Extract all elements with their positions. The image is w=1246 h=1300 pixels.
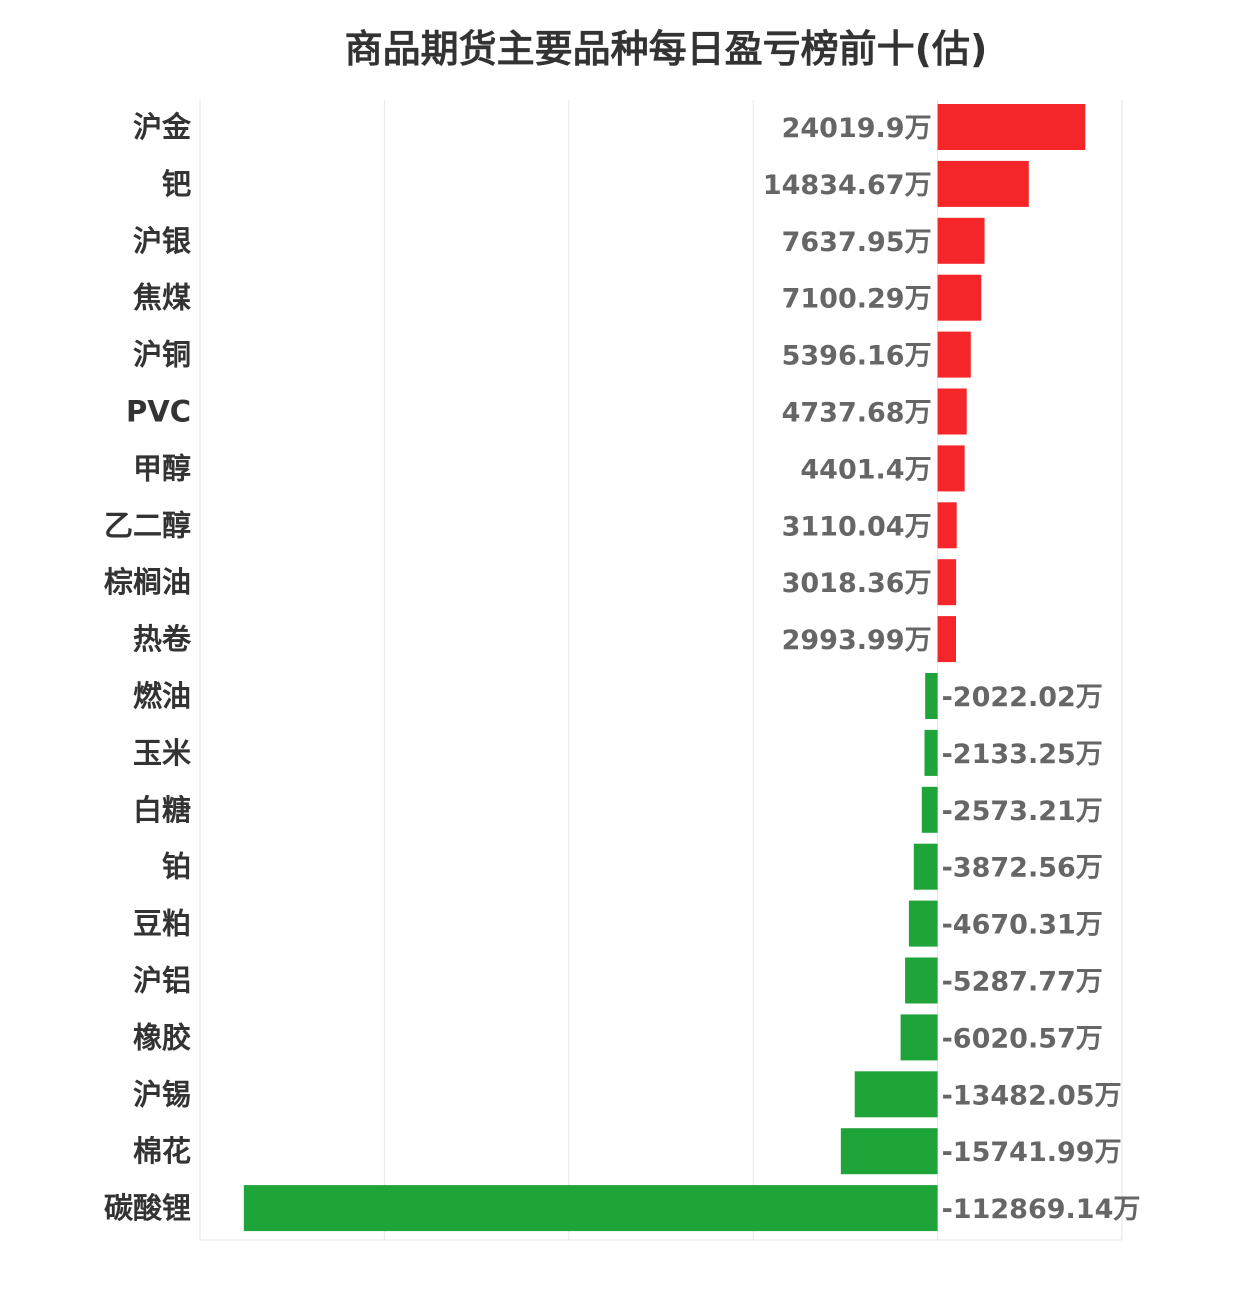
value-label-13: -3872.56万 [942,853,1103,884]
bar-7 [937,502,957,549]
category-label-12: 白糖 [133,793,191,827]
bar-8 [937,559,957,606]
value-label-7: 3110.04万 [782,511,932,542]
value-label-16: -6020.57万 [942,1023,1103,1054]
bar-11 [924,729,938,776]
value-label-12: -2573.21万 [942,796,1103,827]
bar-3 [937,274,982,321]
value-label-10: -2022.02万 [942,682,1103,713]
category-label-13: 铂 [162,850,191,884]
category-label-10: 燃油 [133,679,191,713]
value-label-9: 2993.99万 [782,625,932,656]
value-label-0: 24019.9万 [782,113,932,144]
value-label-11: -2133.25万 [942,739,1103,770]
category-label-9: 热卷 [133,622,192,656]
bar-16 [900,1014,938,1061]
value-label-8: 3018.36万 [782,568,932,599]
bar-6 [937,445,965,492]
category-label-19: 碳酸锂 [104,1191,191,1225]
category-label-14: 豆粕 [133,907,191,941]
category-label-16: 橡胶 [133,1020,191,1054]
value-label-2: 7637.95万 [782,227,932,258]
category-label-15: 沪铝 [133,964,191,998]
category-label-8: 棕榈油 [104,565,191,599]
category-label-7: 乙二醇 [104,508,191,542]
bar-15 [905,957,938,1004]
bar-0 [937,104,1086,150]
value-label-5: 4737.68万 [782,398,932,429]
bar-17 [854,1071,938,1118]
bar-14 [908,900,938,947]
category-label-4: 沪铜 [133,338,191,372]
category-label-17: 沪锡 [133,1077,191,1111]
value-label-15: -5287.77万 [942,967,1103,998]
value-label-19: -112869.14万 [942,1194,1141,1225]
value-labels: 24019.9万 14834.67万 7637.95万 7100.29万 5396.16… [763,113,1141,1225]
category-label-3: 焦煤 [133,281,191,315]
bar-10 [925,673,938,719]
bar-5 [937,388,967,435]
bar-13 [913,843,938,890]
category-label-1: 钯 [162,167,191,201]
grid-layer [199,100,1123,1241]
bar-19 [243,1185,938,1232]
bar-2 [937,217,985,264]
category-label-6: 甲醇 [133,451,191,485]
bar-12 [921,786,938,833]
bars-layer [243,104,1086,1232]
category-label-11: 玉米 [133,736,191,770]
bar-18 [840,1128,938,1175]
category-label-18: 棉花 [133,1134,191,1168]
value-label-18: -15741.99万 [942,1137,1122,1168]
value-label-14: -4670.31万 [942,910,1103,941]
bar-9 [937,616,957,663]
category-label-0: 沪金 [133,110,192,144]
bar-4 [937,331,971,378]
value-label-4: 5396.16万 [782,341,932,372]
chart-title: 商品期货主要品种每日盈亏榜前十(估) [345,27,988,71]
value-label-17: -13482.05万 [942,1080,1122,1111]
category-label-5: PVC [126,395,191,429]
bar-1 [937,160,1029,207]
value-label-6: 4401.4万 [800,454,931,485]
category-label-2: 沪银 [133,224,191,258]
value-label-3: 7100.29万 [782,284,932,315]
value-label-1: 14834.67万 [763,170,932,201]
